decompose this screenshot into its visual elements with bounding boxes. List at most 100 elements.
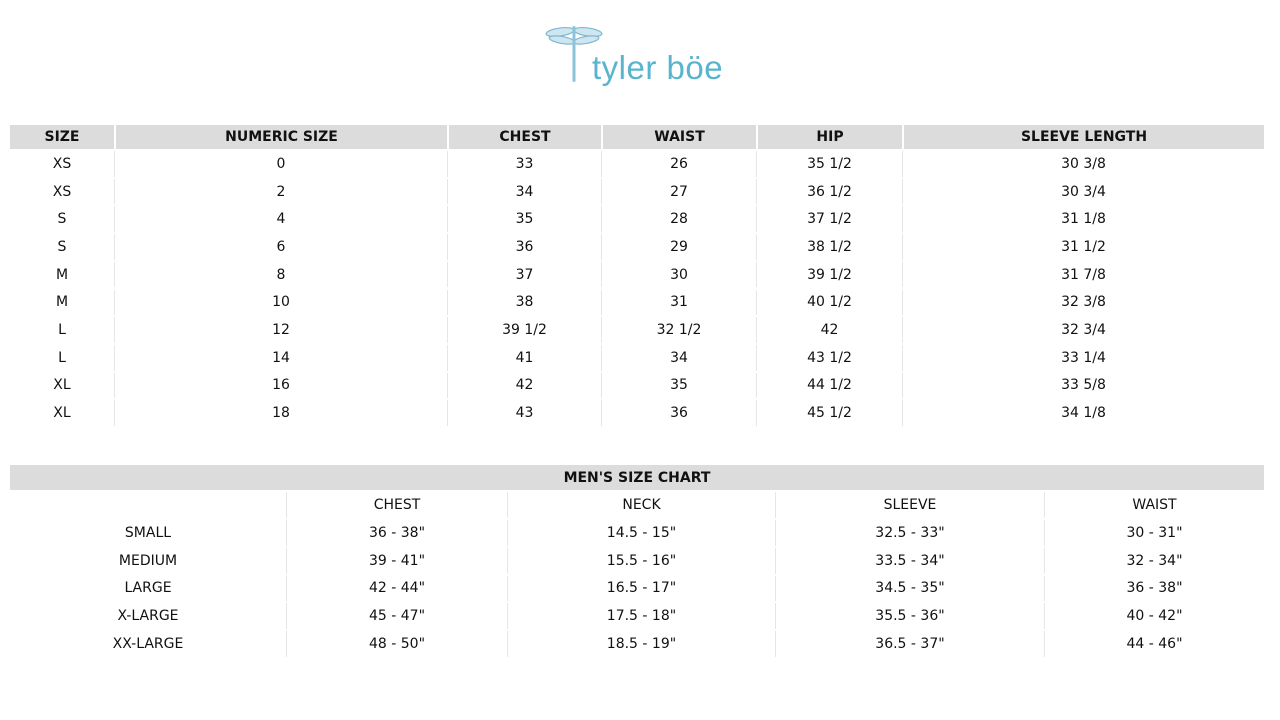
- table-row-cell: S: [57, 211, 67, 228]
- header-row: SIZE NUMERIC SIZE CHEST WAIST HIP SLEEVE LENG…: [10, 125, 1264, 151]
- header-row-cell: NUMERIC SIZE: [114, 125, 447, 149]
- table-row-cell: 36 - 38": [286, 520, 507, 546]
- table-row-cell: MEDIUM: [118, 552, 178, 569]
- table-row-cell: XS: [52, 155, 72, 172]
- table-row-cell: 12: [114, 317, 447, 343]
- table-row-cell: 48 - 50": [286, 631, 507, 657]
- table-row-cell: 32 3/4: [902, 317, 1264, 343]
- table-row-cell: 31 1/8: [902, 206, 1264, 233]
- table-row-cell: 31 7/8: [902, 261, 1264, 288]
- table-row-cell: 33: [447, 151, 601, 177]
- table-row-cell: 38: [447, 289, 601, 316]
- table-row-cell: 35 1/2: [756, 151, 902, 177]
- table-row: L 12 39 1/2 32 1/2 42 32 3/4: [10, 317, 1264, 345]
- table-row-cell: 26: [601, 151, 756, 177]
- table-row-cell: 33.5 - 34": [775, 547, 1044, 574]
- header-row-cell: HIP: [756, 125, 902, 149]
- table-row-cell: L: [58, 322, 66, 339]
- header-row-cell: WAIST: [1044, 492, 1264, 518]
- table-row-cell: 16.5 - 17": [507, 575, 775, 602]
- table-row-cell: XS: [52, 183, 72, 200]
- table-row-cell: 18.5 - 19": [507, 631, 775, 657]
- table-row-cell: 43: [447, 400, 601, 426]
- table-row-cell: 34: [447, 178, 601, 205]
- header-row-cell: WAIST: [601, 125, 756, 149]
- table-row: XX-LARGE 48 - 50" 18.5 - 19" 36.5 - 37" 44 -…: [10, 631, 1264, 659]
- table-row: L 14 41 34 43 1/2 33 1/4: [10, 344, 1264, 373]
- table-row-cell: M: [55, 266, 69, 283]
- header-row-cell: SIZE: [10, 125, 114, 149]
- table-row-cell: 34.5 - 35": [775, 575, 1044, 602]
- table-row-cell: 32 3/8: [902, 289, 1264, 316]
- table-row-cell: 39 1/2: [447, 317, 601, 343]
- table-row-cell: 36: [601, 400, 756, 426]
- header-row-cell: CHEST: [286, 492, 507, 518]
- table-row-cell: XX-LARGE: [112, 636, 184, 653]
- table-row-cell: 28: [601, 206, 756, 233]
- table-row-cell: 32 - 34": [1044, 547, 1264, 574]
- table-row-cell: 42: [756, 317, 902, 343]
- table-row-cell: 35: [601, 372, 756, 399]
- table-row: SMALL 36 - 38" 14.5 - 15" 32.5 - 33" 30 - 31…: [10, 520, 1264, 548]
- header-row-cell: NECK: [507, 492, 775, 518]
- table-row-cell: 15.5 - 16": [507, 547, 775, 574]
- table-row-cell: 43 1/2: [756, 344, 902, 371]
- table-row-cell: 44 - 46": [1044, 631, 1264, 657]
- table-row: M 10 38 31 40 1/2 32 3/8: [10, 289, 1264, 318]
- header-row-cell: SLEEVE: [775, 492, 1044, 518]
- table-row: M 8 37 30 39 1/2 31 7/8: [10, 261, 1264, 290]
- table-row-cell: 44 1/2: [756, 372, 902, 399]
- table-row-cell: SMALL: [124, 524, 172, 541]
- mens-size-chart-title: MEN'S SIZE CHART: [10, 465, 1264, 490]
- table-row-cell: 36 1/2: [756, 178, 902, 205]
- table-row-cell: 30 3/4: [902, 178, 1264, 205]
- table-row-cell: 30 3/8: [902, 151, 1264, 177]
- table-row-cell: S: [57, 238, 67, 255]
- table-row: S 4 35 28 37 1/2 31 1/8: [10, 206, 1264, 234]
- table-row-cell: 40 - 42": [1044, 603, 1264, 630]
- table-row-cell: X-LARGE: [117, 608, 179, 625]
- table-row: MEDIUM 39 - 41" 15.5 - 16" 33.5 - 34" 32 - 3…: [10, 547, 1264, 576]
- table-row-cell: 36 - 38": [1044, 575, 1264, 602]
- table-row-cell: 42 - 44": [286, 575, 507, 602]
- table-row-cell: 6: [114, 234, 447, 260]
- table-row-cell: 14: [114, 344, 447, 371]
- table-row: X-LARGE 45 - 47" 17.5 - 18" 35.5 - 36" 40 - …: [10, 603, 1264, 631]
- table-row-cell: 45 1/2: [756, 400, 902, 426]
- table-row-cell: 27: [601, 178, 756, 205]
- table-row-cell: 2: [114, 178, 447, 205]
- table-row-cell: 0: [114, 151, 447, 177]
- table-row-cell: 4: [114, 206, 447, 233]
- table-row-cell: 35: [447, 206, 601, 233]
- table-row-cell: M: [55, 294, 69, 311]
- table-row-cell: 34: [601, 344, 756, 371]
- table-row: S 6 36 29 38 1/2 31 1/2: [10, 234, 1264, 262]
- table-row: LARGE 42 - 44" 16.5 - 17" 34.5 - 35" 36 - 38…: [10, 575, 1264, 604]
- table-row-cell: 16: [114, 372, 447, 399]
- table-row-cell: 31 1/2: [902, 234, 1264, 260]
- table-row-cell: 30 - 31": [1044, 520, 1264, 546]
- table-row-cell: 31: [601, 289, 756, 316]
- table-row-cell: 41: [447, 344, 601, 371]
- table-row-cell: 36.5 - 37": [775, 631, 1044, 657]
- header-row: CHEST NECK SLEEVE WAIST: [10, 492, 1264, 520]
- table-row-cell: 33 1/4: [902, 344, 1264, 371]
- brand-name: tyler böe: [592, 49, 724, 86]
- header-row-cell: SLEEVE LENGTH: [902, 125, 1264, 149]
- table-row-cell: 32.5 - 33": [775, 520, 1044, 546]
- table-row-cell: XL: [53, 405, 71, 422]
- table-row-cell: 40 1/2: [756, 289, 902, 316]
- table-row-cell: 18: [114, 400, 447, 426]
- table-row-cell: 39 1/2: [756, 261, 902, 288]
- table-row-cell: 33 5/8: [902, 372, 1264, 399]
- table-row-cell: XL: [53, 377, 71, 394]
- table-row-cell: 38 1/2: [756, 234, 902, 260]
- table-row-cell: 42: [447, 372, 601, 399]
- header-row-cell: CHEST: [447, 125, 601, 149]
- table-row-cell: 36: [447, 234, 601, 260]
- table-row-cell: 29: [601, 234, 756, 260]
- table-row-cell: 30: [601, 261, 756, 288]
- table-row-cell: 10: [114, 289, 447, 316]
- table-row-cell: 35.5 - 36": [775, 603, 1044, 630]
- table-row-cell: 8: [114, 261, 447, 288]
